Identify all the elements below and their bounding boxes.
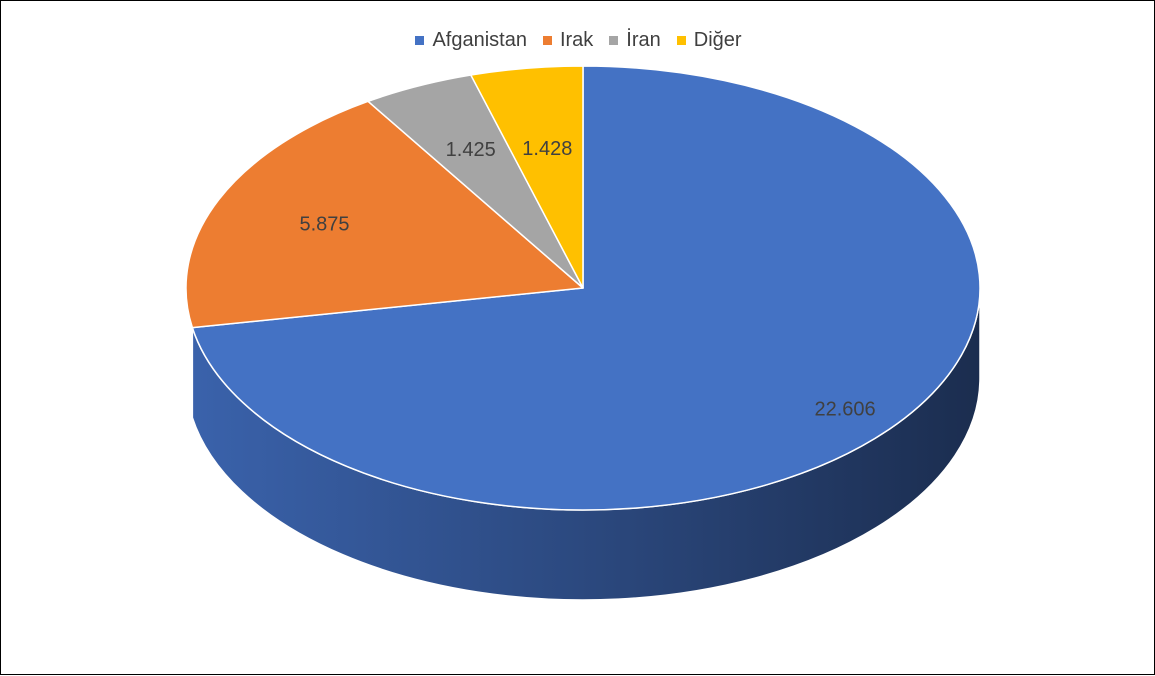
legend: Afganistan Irak İran Diğer <box>1 29 1155 52</box>
legend-swatch-diger <box>676 36 686 45</box>
data-label-afganistan: 22.606 <box>815 399 876 421</box>
pie-slice-afganistan <box>191 65 981 511</box>
pie-slice-diger <box>470 65 584 289</box>
legend-label-irak: Irak <box>559 29 594 51</box>
legend-label-diger: Diğer <box>693 29 742 51</box>
legend-item-diger: Diğer <box>676 29 742 52</box>
legend-swatch-irak <box>542 36 552 45</box>
pie-slices <box>185 65 981 511</box>
legend-item-irak: Irak <box>542 29 594 52</box>
data-label-irak: 5.875 <box>299 213 349 235</box>
legend-label-afganistan: Afganistan <box>432 29 527 51</box>
legend-item-afganistan: Afganistan <box>415 29 527 52</box>
legend-swatch-iran <box>609 36 619 45</box>
legend-item-iran: İran <box>609 29 661 52</box>
legend-swatch-afganistan <box>415 36 425 45</box>
pie-data-labels: 22.606 5.875 1.425 1.428 <box>299 138 875 421</box>
pie-slice-irak <box>185 100 584 329</box>
data-label-diger: 1.428 <box>522 138 572 160</box>
legend-label-iran: İran <box>626 29 661 51</box>
data-label-iran: 1.425 <box>446 139 496 161</box>
